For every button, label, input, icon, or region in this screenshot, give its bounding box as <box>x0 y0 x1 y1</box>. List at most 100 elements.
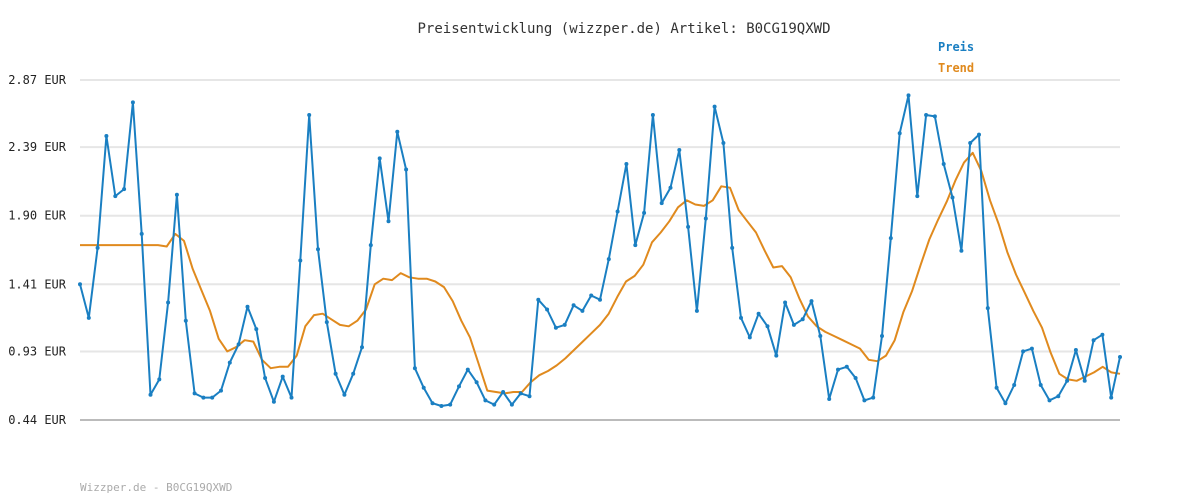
data-point-preis <box>924 113 929 117</box>
data-point-preis <box>333 371 338 376</box>
data-point-preis <box>1038 383 1043 387</box>
data-point-preis <box>897 131 902 136</box>
data-point-preis <box>509 402 514 407</box>
data-point-preis <box>783 300 788 305</box>
legend-entry-trend: Trend <box>938 61 974 75</box>
data-point-preis <box>950 195 955 200</box>
data-point-preis <box>791 322 796 327</box>
footer-credit: Wizzper.de - B0CG19QXWD <box>80 481 232 494</box>
data-point-preis <box>536 297 541 302</box>
series-line-trend <box>80 151 1121 395</box>
data-point-preis <box>880 334 884 338</box>
data-point-preis <box>633 243 638 248</box>
data-point-preis <box>853 376 858 380</box>
data-point-preis <box>139 231 144 236</box>
data-point-preis <box>86 315 91 320</box>
data-point-preis <box>562 322 567 327</box>
grid <box>80 79 1120 353</box>
data-point-preis <box>915 194 920 199</box>
data-point-preis <box>774 353 779 358</box>
data-point-preis <box>862 398 867 403</box>
data-point-preis <box>721 141 726 145</box>
data-point-preis <box>800 317 805 322</box>
data-point-preis <box>571 303 576 308</box>
data-point-preis <box>932 114 937 119</box>
data-point-preis <box>977 132 981 137</box>
data-point-preis <box>553 325 558 330</box>
data-point-preis <box>994 385 999 390</box>
data-point-preis <box>694 308 699 313</box>
y-tick-label: 2.39 EUR <box>8 140 67 154</box>
data-point-preis <box>360 345 364 350</box>
data-point-preis <box>730 245 735 250</box>
data-point-preis <box>113 194 118 199</box>
data-point-preis <box>668 185 673 190</box>
data-point-preis <box>104 134 109 138</box>
data-point-preis <box>236 342 241 347</box>
data-point-preis <box>756 311 761 316</box>
data-point-preis <box>457 384 461 389</box>
data-point-preis <box>245 304 250 309</box>
data-point-preis <box>545 307 550 312</box>
data-point-preis <box>219 388 223 393</box>
data-point-preis <box>254 327 259 332</box>
data-point-preis <box>1118 355 1122 359</box>
data-point-preis <box>580 308 585 313</box>
data-point-preis <box>122 187 127 192</box>
data-point-preis <box>157 377 162 382</box>
data-point-preis <box>421 385 426 390</box>
legend: Preis Trend <box>938 40 974 75</box>
data-point-preis <box>280 374 285 379</box>
data-point-preis <box>906 93 911 98</box>
data-point-preis <box>192 391 197 396</box>
data-point-preis <box>712 104 717 109</box>
data-point-preis <box>1012 383 1017 387</box>
data-point-preis <box>642 210 647 215</box>
data-point-preis <box>166 300 171 305</box>
data-point-preis <box>968 141 973 145</box>
data-point-preis <box>1109 395 1114 400</box>
data-point-preis <box>659 201 664 206</box>
series-preis <box>78 93 1122 408</box>
data-point-preis <box>1073 348 1078 352</box>
data-point-preis <box>351 371 356 376</box>
y-tick-label: 1.41 EUR <box>8 277 67 291</box>
data-point-preis <box>589 293 594 298</box>
data-point-preis <box>474 380 479 385</box>
series-layer <box>78 93 1122 408</box>
data-point-preis <box>871 395 876 400</box>
data-point-preis <box>324 320 329 325</box>
data-point-preis <box>501 390 506 394</box>
data-point-preis <box>985 306 990 311</box>
data-point-preis <box>1047 398 1052 403</box>
data-point-preis <box>386 219 391 224</box>
data-point-preis <box>492 402 497 407</box>
data-point-preis <box>1082 378 1087 383</box>
data-point-preis <box>941 162 946 166</box>
data-point-preis <box>174 192 179 197</box>
data-point-preis <box>148 392 153 397</box>
y-tick-label: 1.90 EUR <box>8 209 67 223</box>
data-point-preis <box>1091 338 1096 343</box>
data-point-preis <box>368 243 373 248</box>
data-point-preis <box>809 299 814 304</box>
data-point-preis <box>703 216 708 221</box>
chart-title: Preisentwicklung (wizzper.de) Artikel: B… <box>417 21 830 37</box>
data-point-preis <box>404 167 409 172</box>
data-point-preis <box>959 248 964 253</box>
data-point-preis <box>1056 394 1061 399</box>
data-point-preis <box>130 100 135 105</box>
data-point-preis <box>650 113 655 117</box>
data-point-preis <box>615 209 620 214</box>
data-point-preis <box>439 404 444 408</box>
data-point-preis <box>677 148 682 152</box>
legend-entry-preis: Preis <box>938 40 974 54</box>
data-point-preis <box>1003 401 1008 406</box>
data-point-preis <box>316 247 320 252</box>
y-tick-label: 0.93 EUR <box>8 344 67 358</box>
data-point-preis <box>1100 332 1105 337</box>
data-point-preis <box>377 156 382 161</box>
data-point-preis <box>95 245 100 250</box>
data-point-preis <box>818 334 823 338</box>
data-point-preis <box>227 360 232 365</box>
